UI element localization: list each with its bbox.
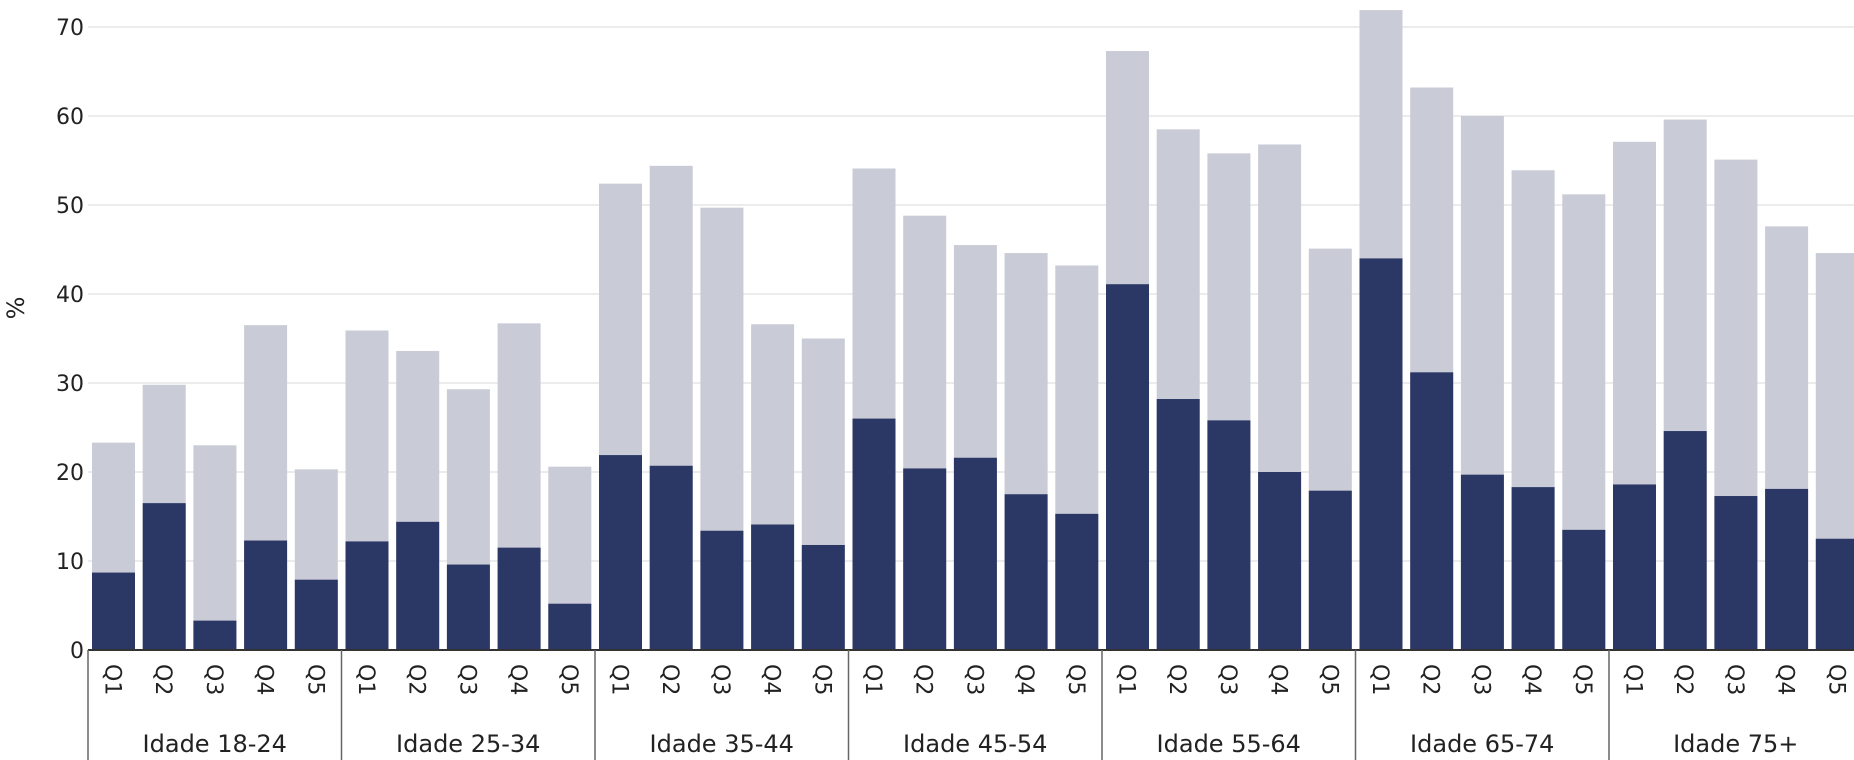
x-tick-label: Q4: [759, 664, 784, 695]
bar-dark-4-q5: [1055, 513, 1099, 650]
y-tick-label: 50: [56, 194, 84, 219]
x-tick-label: Q2: [1164, 664, 1189, 695]
y-axis-label: %: [2, 297, 30, 320]
y-tick-label: 30: [56, 372, 84, 397]
bar-dark-5-q5: [1308, 490, 1352, 650]
x-tick-label: Q3: [454, 664, 479, 695]
group-label: Idade 18-24: [143, 730, 287, 758]
bar-light-1-q3: [193, 445, 237, 650]
bar-dark-2-q2: [396, 521, 440, 650]
group-label: Idade 75+: [1673, 730, 1798, 758]
bar-dark-7-q3: [1714, 496, 1758, 650]
bar-dark-7-q4: [1765, 488, 1809, 650]
bars: [92, 10, 1854, 651]
group-label: Idade 45-54: [903, 730, 1047, 758]
x-tick-label: Q4: [1773, 664, 1798, 695]
x-tick-label: Q2: [1418, 664, 1443, 695]
bar-dark-7-q2: [1663, 431, 1707, 650]
bar-dark-1-q1: [92, 572, 135, 650]
group-label: Idade 55-64: [1157, 730, 1301, 758]
bar-dark-6-q4: [1511, 487, 1555, 650]
y-tick-label: 60: [56, 105, 84, 130]
x-tick-label: Q2: [657, 664, 682, 695]
bar-dark-7-q5: [1815, 538, 1854, 650]
x-tick-label: Q5: [556, 664, 581, 695]
x-tick-label: Q4: [252, 664, 277, 695]
bar-dark-4-q3: [953, 457, 997, 650]
x-tick-label: Q3: [201, 664, 226, 695]
bar-dark-4-q2: [903, 468, 947, 650]
y-tick-label: 70: [56, 16, 84, 41]
bar-dark-4-q4: [1004, 494, 1048, 650]
y-axis-ticks: 0 10 20 30 40 50 60 70: [56, 16, 84, 664]
bar-dark-6-q2: [1410, 372, 1454, 650]
x-tick-label: Q5: [1316, 664, 1341, 695]
x-axis-categories: Q1 Q2 Q3 Q4 Q5 Q1 Q2 Q3 Q4 Q5 Q1 Q2 Q3 Q4 Q5 Q1 Q2 Q3 Q4 Q5…: [100, 664, 1849, 695]
group-label: Idade 25-34: [396, 730, 540, 758]
bar-dark-3-q1: [599, 455, 642, 650]
bar-dark-7-q1: [1613, 484, 1656, 650]
bar-dark-3-q4: [751, 524, 795, 650]
x-tick-label: Q1: [1114, 664, 1139, 695]
x-tick-label: Q2: [150, 664, 175, 695]
group-label: Idade 35-44: [650, 730, 794, 758]
y-tick-label: 10: [56, 550, 84, 575]
y-tick-label: 40: [56, 283, 84, 308]
x-tick-label: Q1: [1367, 664, 1392, 695]
x-tick-label: Q1: [1621, 664, 1646, 695]
x-tick-label: Q4: [1012, 664, 1037, 695]
bar-dark-2-q5: [548, 603, 592, 650]
x-tick-label: Q3: [708, 664, 733, 695]
x-tick-label: Q2: [1671, 664, 1696, 695]
bar-dark-5-q4: [1258, 472, 1302, 650]
x-tick-label: Q1: [860, 664, 885, 695]
x-tick-label: Q5: [1063, 664, 1088, 695]
x-tick-label: Q3: [961, 664, 986, 695]
bar-dark-3-q5: [801, 544, 845, 650]
bar-dark-2-q1: [345, 541, 389, 650]
x-tick-label: Q4: [505, 664, 530, 695]
x-tick-label: Q2: [911, 664, 936, 695]
bar-dark-5-q1: [1106, 284, 1149, 650]
bar-dark-6-q5: [1562, 529, 1606, 650]
x-tick-label: Q5: [1570, 664, 1595, 695]
x-tick-label: Q3: [1722, 664, 1747, 695]
x-tick-label: Q3: [1468, 664, 1493, 695]
x-tick-label: Q2: [404, 664, 429, 695]
bar-dark-2-q4: [497, 547, 541, 650]
bar-dark-2-q3: [446, 564, 490, 650]
x-tick-label: Q5: [809, 664, 834, 695]
bar-dark-6-q3: [1460, 474, 1504, 650]
bar-dark-5-q3: [1207, 420, 1251, 650]
x-tick-label: Q5: [1823, 664, 1848, 695]
y-tick-label: 20: [56, 461, 84, 486]
x-tick-label: Q3: [1215, 664, 1240, 695]
y-tick-label: 0: [70, 639, 84, 664]
x-tick-label: Q5: [302, 664, 327, 695]
bar-dark-6-q1: [1359, 258, 1403, 650]
group-label: Idade 65-74: [1410, 730, 1554, 758]
x-axis-groups: Idade 18-24 Idade 25-34 Idade 35-44 Idade 4…: [87, 650, 1798, 760]
x-tick-label: Q1: [607, 664, 632, 695]
x-tick-label: Q1: [353, 664, 378, 695]
x-tick-label: Q4: [1519, 664, 1544, 695]
bar-dark-1-q4: [244, 540, 288, 650]
bar-dark-3-q2: [649, 465, 693, 650]
bar-dark-1-q3: [193, 620, 237, 650]
x-tick-label: Q4: [1266, 664, 1291, 695]
bar-dark-1-q5: [294, 579, 338, 650]
bar-dark-5-q2: [1156, 399, 1200, 650]
x-tick-label: Q1: [100, 664, 125, 695]
bar-dark-4-q1: [852, 418, 896, 650]
bar-dark-3-q3: [700, 530, 744, 650]
bar-dark-1-q2: [142, 503, 186, 650]
